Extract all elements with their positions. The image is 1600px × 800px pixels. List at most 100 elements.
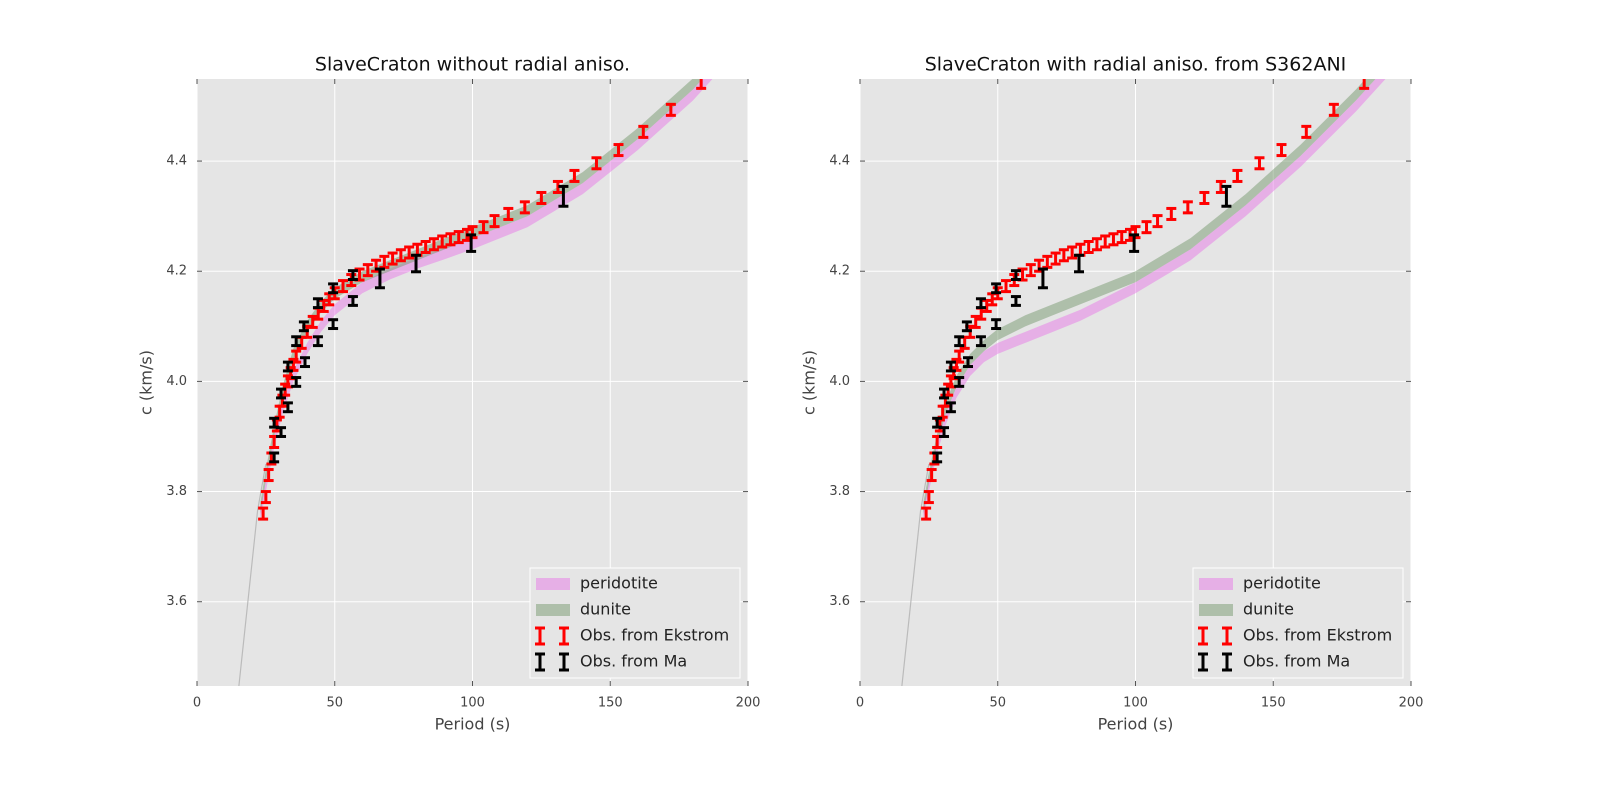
error-bar	[387, 251, 398, 266]
x-tick-label: 50	[326, 696, 343, 711]
error-bar	[298, 320, 309, 333]
error-bar	[466, 233, 477, 253]
error-bar	[420, 239, 431, 255]
error-bar	[923, 490, 934, 505]
error-bar	[552, 179, 563, 194]
error-bar	[962, 356, 973, 369]
error-bar	[1199, 190, 1210, 205]
error-bar	[1010, 295, 1021, 307]
error-bar	[260, 490, 271, 505]
legend-swatch	[535, 652, 545, 672]
error-bar	[926, 468, 937, 483]
error-bar	[347, 295, 358, 307]
error-bar	[282, 401, 293, 414]
error-bar	[1091, 237, 1102, 252]
legend-label: peridotite	[580, 574, 658, 593]
band	[923, 79, 1386, 520]
error-bar	[307, 314, 318, 329]
x-axis-label: Period (s)	[1098, 715, 1174, 734]
x-tick-label: 200	[1399, 696, 1424, 711]
legend-label: dunite	[580, 600, 631, 619]
y-tick-label: 3.8	[166, 484, 187, 499]
error-bar	[328, 282, 339, 295]
error-bar	[269, 451, 280, 464]
y-tick-label: 4.4	[166, 154, 187, 169]
error-bar	[1042, 254, 1053, 269]
error-bar	[347, 269, 358, 281]
x-tick-label: 0	[193, 696, 201, 711]
error-bar	[1108, 232, 1119, 247]
x-tick-label: 150	[598, 696, 623, 711]
error-bar	[1116, 230, 1127, 245]
x-tick-label: 200	[736, 696, 761, 711]
chart-title: SlaveCraton without radial aniso.	[315, 54, 630, 76]
error-bar	[591, 156, 602, 171]
legend-swatch	[536, 604, 570, 616]
legend-label: Obs. from Ekstrom	[580, 626, 729, 645]
error-bar	[991, 318, 1002, 331]
error-bar	[411, 253, 422, 274]
y-tick-label: 4.0	[166, 374, 187, 389]
line	[238, 463, 267, 686]
error-bar	[1058, 248, 1069, 263]
error-bar	[1166, 206, 1177, 221]
error-bar	[932, 451, 943, 464]
x-tick-label: 0	[856, 696, 864, 711]
error-bar	[428, 237, 439, 252]
chart-title: SlaveCraton with radial aniso. from S362…	[925, 54, 1347, 76]
error-bar	[328, 318, 339, 331]
band	[923, 79, 1376, 514]
error-bar	[1221, 184, 1232, 208]
error-bar	[503, 206, 514, 221]
error-bar	[1141, 220, 1152, 235]
error-bar	[975, 297, 986, 310]
y-tick-label: 3.6	[166, 594, 187, 609]
error-bar	[921, 506, 932, 521]
legend-label: peridotite	[1243, 574, 1321, 593]
subplot: 0 50 100 150 200 3.6 3.8 4.0 4.2 4.4 SlaveCraton w…	[137, 54, 761, 734]
error-bar	[939, 387, 950, 400]
band	[260, 79, 713, 520]
legend-swatch	[1199, 604, 1233, 616]
legend-swatch	[559, 652, 569, 672]
error-bar	[453, 230, 464, 245]
error-bar	[276, 426, 287, 438]
error-bar	[1359, 79, 1370, 90]
x-tick-label: 50	[989, 696, 1006, 711]
error-bar	[665, 102, 676, 117]
plot-area	[238, 79, 713, 686]
error-bar	[981, 298, 992, 313]
error-bar	[379, 254, 390, 269]
y-tick-label: 4.2	[829, 264, 850, 279]
error-bar	[291, 376, 302, 388]
error-bar	[1001, 279, 1012, 294]
error-bar	[954, 335, 965, 348]
error-bar	[970, 314, 981, 329]
error-bar	[954, 376, 965, 388]
error-bar	[1050, 251, 1061, 266]
error-bar	[1254, 156, 1265, 171]
error-bar	[991, 282, 1002, 295]
error-bar	[1067, 245, 1078, 260]
y-tick-label: 3.8	[829, 484, 850, 499]
error-bar	[939, 426, 950, 438]
error-bar	[362, 263, 373, 278]
line	[901, 463, 930, 686]
error-bar	[318, 298, 329, 313]
error-bar	[374, 267, 385, 290]
error-bar	[696, 79, 707, 90]
error-bar	[975, 335, 986, 348]
legend-swatch	[1198, 652, 1208, 672]
error-bar	[613, 143, 624, 158]
error-bar	[1037, 267, 1048, 290]
error-bar	[1328, 102, 1339, 117]
error-bar	[1025, 263, 1036, 278]
legend: peridotite dunite Obs. from Ekstrom Obs. fr…	[529, 567, 741, 679]
y-axis-label: c (km/s)	[800, 350, 819, 415]
error-bar	[961, 320, 972, 333]
legend-swatch	[535, 626, 545, 646]
legend-swatch	[1198, 626, 1208, 646]
error-bar	[291, 335, 302, 348]
error-bar	[299, 356, 310, 369]
legend-label: Obs. from Ma	[1243, 652, 1350, 671]
